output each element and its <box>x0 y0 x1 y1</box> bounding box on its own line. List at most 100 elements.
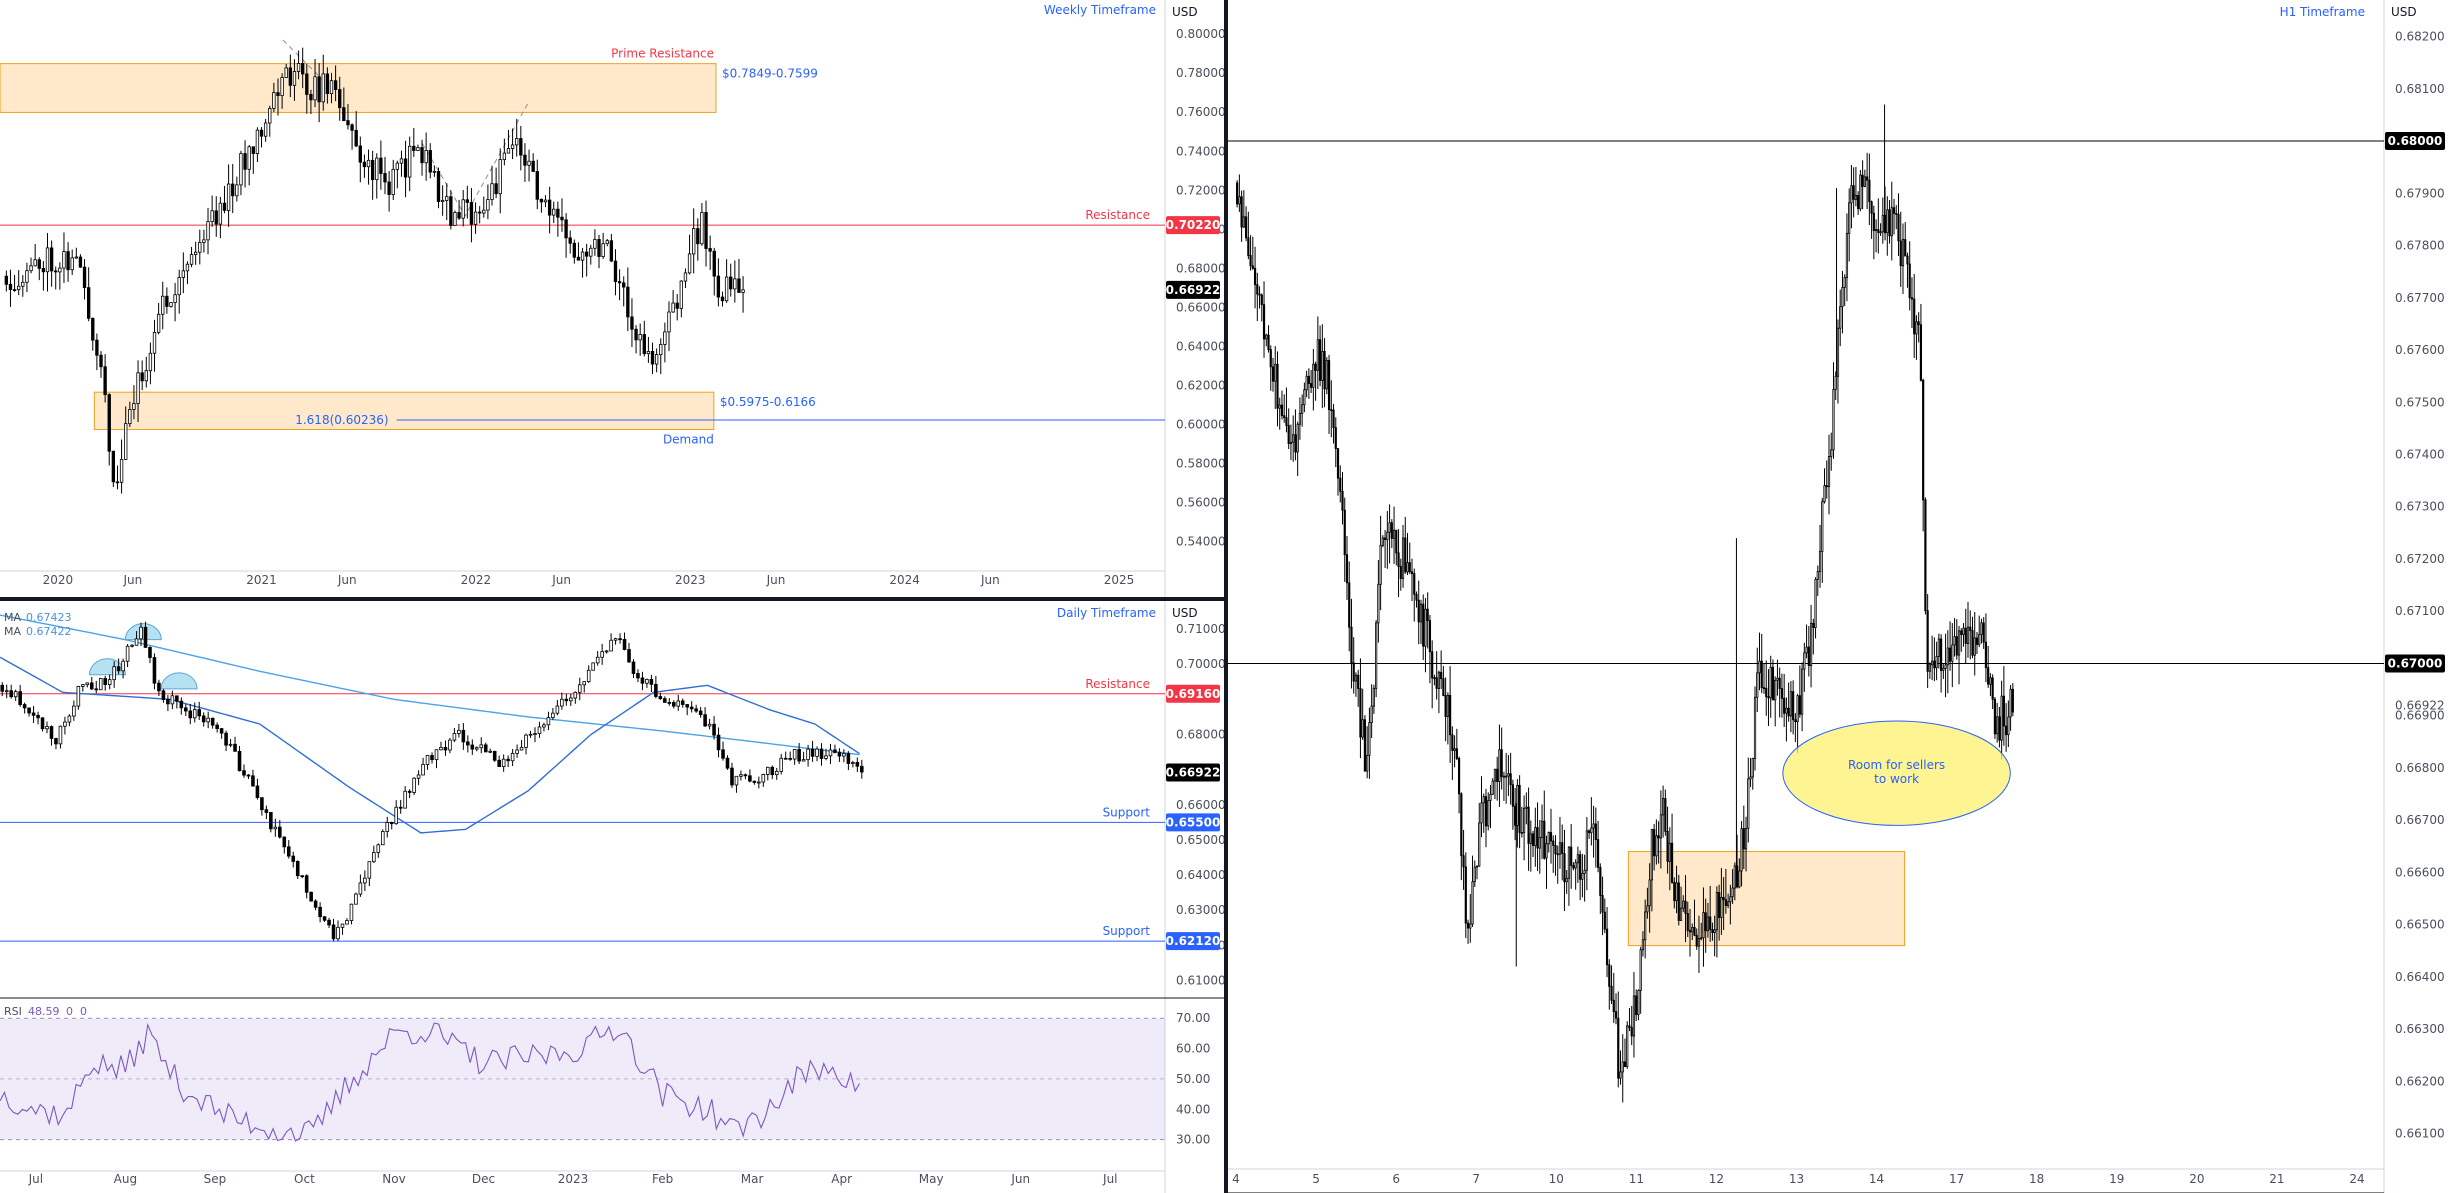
price-tick-label: 0.72000 <box>1176 183 1226 197</box>
candle-body <box>1529 833 1532 844</box>
candle-body <box>255 129 260 154</box>
candle-body <box>1722 896 1725 901</box>
candle-body <box>792 749 797 760</box>
candle-body <box>515 138 519 146</box>
vertical-separator[interactable] <box>1224 0 1228 1193</box>
candle-body <box>689 706 694 710</box>
candle-body <box>1596 839 1600 868</box>
candle-body <box>41 267 46 273</box>
candle-body <box>1401 537 1405 579</box>
ma-legend-value: 0.67422 <box>26 625 72 638</box>
candle-body <box>8 283 13 290</box>
support-price-badge: 0.62120 <box>1166 934 1221 948</box>
candle-body <box>291 855 296 862</box>
candle-body <box>510 144 515 149</box>
price-tick-label: 60.00 <box>1176 1042 1210 1056</box>
time-tick-label: Feb <box>652 1172 673 1186</box>
candle-body <box>1657 835 1660 839</box>
price-tick-label: 0.71000 <box>1176 622 1226 636</box>
candle-body <box>1919 324 1923 381</box>
candle-body <box>210 210 214 223</box>
candle-body <box>833 749 837 753</box>
candle-body <box>1538 837 1541 849</box>
resistance-price-badge: 0.69160 <box>1166 687 1221 701</box>
candle-body <box>439 747 443 751</box>
candle-body <box>748 775 752 782</box>
candle-body <box>1771 666 1775 701</box>
candle-body <box>595 656 600 664</box>
candle-body <box>25 270 29 283</box>
candle-body <box>21 281 25 287</box>
candle-body <box>1435 677 1438 689</box>
candle-body <box>395 162 400 170</box>
candle-body <box>231 183 235 197</box>
candle-body <box>1592 823 1595 829</box>
last-price-badge-bg <box>1166 763 1220 782</box>
candle-body <box>1895 212 1898 215</box>
candle-body <box>618 638 622 641</box>
candle-body <box>663 698 667 703</box>
candle-body <box>683 272 688 282</box>
candle-body <box>49 726 54 739</box>
price-tick-label: 30.00 <box>1176 1133 1210 1147</box>
price-tick-label: 0.67300 <box>2395 500 2445 514</box>
candle-body <box>286 846 291 857</box>
candle-body <box>671 702 676 707</box>
candle-body <box>1971 630 1974 656</box>
prime-resistance-zone <box>0 63 717 113</box>
candle-body <box>1619 1071 1622 1079</box>
candle-body <box>318 906 322 918</box>
candle-body <box>555 705 560 714</box>
candle-body <box>1991 677 1994 700</box>
candle-body <box>336 926 340 940</box>
candle-body <box>63 721 67 727</box>
last-price-badge-bg <box>1166 280 1220 299</box>
candle-body <box>457 212 461 219</box>
candle-body <box>157 682 161 692</box>
candle-body <box>528 733 533 736</box>
candle-body <box>4 275 9 285</box>
candle-body <box>692 228 696 255</box>
candle-body <box>552 208 556 216</box>
candle-body <box>734 775 739 786</box>
zone-range-label: $0.7849-0.7599 <box>722 67 818 81</box>
time-tick-label: Jun <box>1010 1172 1030 1186</box>
candle-body <box>461 729 466 743</box>
candle-body <box>45 726 49 730</box>
candle-body <box>1278 404 1281 409</box>
candle-body <box>367 861 372 879</box>
candle-body <box>533 733 537 736</box>
candle-body <box>761 774 766 783</box>
candle-body <box>1832 388 1835 451</box>
candle-body <box>228 743 233 746</box>
candle-body <box>708 248 712 252</box>
candle-body <box>169 302 173 307</box>
candle-body <box>1482 796 1485 804</box>
candle-body <box>1471 881 1474 925</box>
round-number-badge: 0.67000 <box>2388 656 2443 670</box>
candle-body <box>1267 334 1270 351</box>
candle-body <box>255 785 260 799</box>
candle-body <box>193 251 198 255</box>
zone-range-label: $0.5975-0.6166 <box>720 395 816 409</box>
candle-body <box>58 267 62 273</box>
ellipse-label-line: to work <box>1874 772 1919 786</box>
candle-body <box>577 684 582 693</box>
candle-body <box>597 239 601 257</box>
candle-body <box>95 339 99 356</box>
candle-body <box>448 739 452 751</box>
candle-body <box>654 354 659 365</box>
candle-body <box>810 748 815 757</box>
candle-body <box>27 707 31 714</box>
candle-body <box>33 259 37 267</box>
candle-body <box>329 80 334 95</box>
candle-body <box>403 158 408 178</box>
time-tick-label: Jul <box>28 1172 43 1186</box>
candle-body <box>1253 267 1257 286</box>
candle-body <box>407 790 412 793</box>
candle-body <box>1408 562 1411 573</box>
candle-body <box>576 256 581 261</box>
horizontal-separator[interactable] <box>0 597 1224 601</box>
round-number-badge: 0.68000 <box>2388 134 2443 148</box>
candle-body <box>76 685 81 707</box>
